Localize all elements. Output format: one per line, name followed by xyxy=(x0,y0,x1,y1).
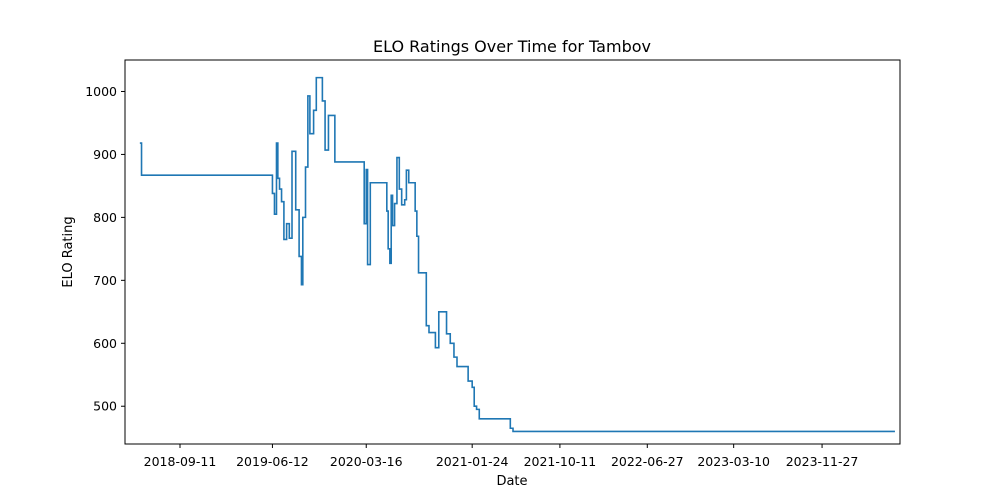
x-tick-label: 2018-09-11 xyxy=(144,454,217,469)
chart-title: ELO Ratings Over Time for Tambov xyxy=(373,37,651,56)
y-tick-label: 800 xyxy=(93,210,117,225)
x-tick-label: 2019-06-12 xyxy=(236,454,309,469)
x-tick-label: 2022-06-27 xyxy=(611,454,684,469)
y-tick-label: 700 xyxy=(93,273,117,288)
y-axis-ticks: 500 600 700 800 900 1000 xyxy=(85,84,125,414)
plot-area xyxy=(124,59,901,445)
y-tick-label: 1000 xyxy=(85,84,117,99)
x-tick-label: 2020-03-16 xyxy=(330,454,403,469)
y-axis-label: ELO Rating xyxy=(61,216,76,287)
y-tick-label: 900 xyxy=(93,147,117,162)
x-axis-ticks: 2018-09-11 2019-06-12 2020-03-16 2021-01-24… xyxy=(144,444,859,469)
series-line-tambov xyxy=(139,76,895,433)
x-tick-label: 2023-11-27 xyxy=(786,454,859,469)
x-tick-label: 2021-01-24 xyxy=(436,454,509,469)
y-tick-label: 500 xyxy=(93,399,117,414)
x-tick-label: 2021-10-11 xyxy=(524,454,597,469)
x-axis-label: Date xyxy=(496,474,527,489)
y-tick-label: 600 xyxy=(93,336,117,351)
x-tick-label: 2023-03-10 xyxy=(697,454,770,469)
